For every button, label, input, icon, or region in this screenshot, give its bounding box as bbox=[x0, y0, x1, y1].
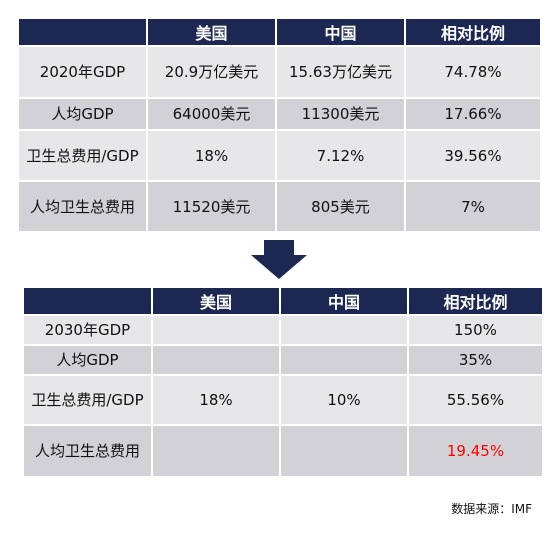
header-china: 中国 bbox=[275, 17, 406, 47]
china-value: 10% bbox=[279, 374, 409, 426]
table-row: 卫生总费用/GDP 18% 7.12% 39.56% bbox=[17, 129, 542, 182]
row-label: 人均GDP bbox=[17, 97, 148, 131]
row-label: 卫生总费用/GDP bbox=[17, 129, 148, 182]
china-value bbox=[279, 314, 409, 346]
china-value: 11300美元 bbox=[275, 97, 406, 131]
row-label: 人均GDP bbox=[22, 344, 153, 376]
usa-value: 18% bbox=[146, 129, 277, 182]
table-header-row: 美国 中国 相对比例 bbox=[22, 286, 544, 316]
header-usa: 美国 bbox=[146, 17, 277, 47]
header-usa: 美国 bbox=[151, 286, 281, 316]
header-ratio: 相对比例 bbox=[404, 17, 542, 47]
header-corner-cell bbox=[17, 17, 148, 47]
usa-value: 11520美元 bbox=[146, 180, 277, 233]
ratio-value: 74.78% bbox=[404, 45, 542, 99]
table-2030-projection: 美国 中国 相对比例 2030年GDP 150% 人均GDP 35% 卫生总费用… bbox=[22, 286, 544, 478]
ratio-value: 55.56% bbox=[407, 374, 544, 426]
usa-value bbox=[151, 314, 281, 346]
table-row: 卫生总费用/GDP 18% 10% 55.56% bbox=[22, 374, 544, 426]
row-label: 2020年GDP bbox=[17, 45, 148, 99]
source-note: 数据来源：IMF bbox=[451, 502, 532, 516]
header-corner-cell bbox=[22, 286, 153, 316]
china-value bbox=[279, 344, 409, 376]
header-ratio: 相对比例 bbox=[407, 286, 544, 316]
row-label: 卫生总费用/GDP bbox=[22, 374, 153, 426]
usa-value: 18% bbox=[151, 374, 281, 426]
row-label: 2030年GDP bbox=[22, 314, 153, 346]
row-label: 人均卫生总费用 bbox=[17, 180, 148, 233]
usa-value: 20.9万亿美元 bbox=[146, 45, 277, 99]
table-row: 人均卫生总费用 19.45% bbox=[22, 424, 544, 478]
ratio-value: 17.66% bbox=[404, 97, 542, 131]
ratio-value: 35% bbox=[407, 344, 544, 376]
ratio-value: 39.56% bbox=[404, 129, 542, 182]
usa-value bbox=[151, 344, 281, 376]
usa-value bbox=[151, 424, 281, 478]
china-value: 805美元 bbox=[275, 180, 406, 233]
table-header-row: 美国 中国 相对比例 bbox=[17, 17, 542, 47]
china-value bbox=[279, 424, 409, 478]
table-row: 人均GDP 35% bbox=[22, 344, 544, 376]
table-row: 2030年GDP 150% bbox=[22, 314, 544, 346]
table-row: 人均卫生总费用 11520美元 805美元 7% bbox=[17, 180, 542, 233]
china-value: 15.63万亿美元 bbox=[275, 45, 406, 99]
header-china: 中国 bbox=[279, 286, 409, 316]
ratio-value: 7% bbox=[404, 180, 542, 233]
china-value: 7.12% bbox=[275, 129, 406, 182]
table-row: 2020年GDP 20.9万亿美元 15.63万亿美元 74.78% bbox=[17, 45, 542, 99]
table-row: 人均GDP 64000美元 11300美元 17.66% bbox=[17, 97, 542, 131]
usa-value: 64000美元 bbox=[146, 97, 277, 131]
ratio-value-highlight: 19.45% bbox=[407, 424, 544, 478]
down-arrow-icon bbox=[251, 240, 307, 279]
ratio-value: 150% bbox=[407, 314, 544, 346]
row-label: 人均卫生总费用 bbox=[22, 424, 153, 478]
table-2020-comparison: 美国 中国 相对比例 2020年GDP 20.9万亿美元 15.63万亿美元 7… bbox=[17, 17, 542, 233]
